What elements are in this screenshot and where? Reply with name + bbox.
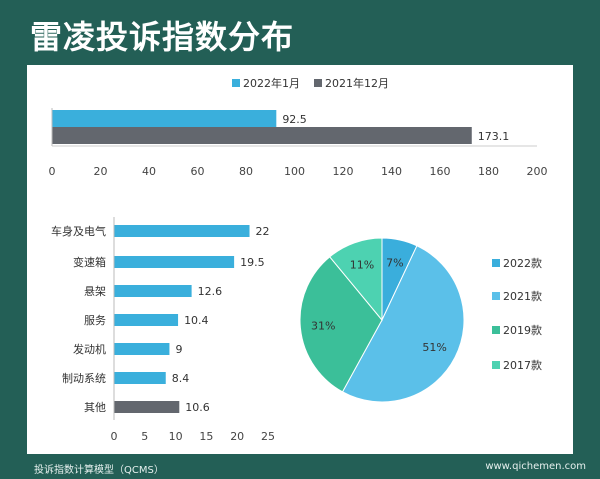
legend-label: 2021年12月 [325,76,389,90]
legend-swatch [492,259,500,267]
tick-label: 0 [111,430,118,443]
bar [114,225,250,237]
chart-panel: 2022年1月 2021年12月 92.5 173.1 0 20 40 60 80 100 120 1… [27,65,573,454]
data-label: 173.1 [478,130,510,143]
category-label: 制动系统 [62,372,106,385]
tick-label: 80 [239,165,253,178]
tick-label: 180 [478,165,499,178]
footer-note: 投诉指数计算模型（QCMS） [34,465,164,476]
data-label: 10.6 [185,401,210,414]
legend-label: 2022款 [503,256,542,270]
bar [114,256,235,268]
legend-swatch [232,79,240,87]
tick-label: 0 [49,165,56,178]
tick-label: 25 [261,430,275,443]
tick-label: 100 [284,165,305,178]
legend-swatch [314,79,322,87]
legend-swatch [492,361,500,369]
data-label: 10.4 [184,314,209,327]
tick-label: 160 [430,165,451,178]
category-label: 变速箱 [73,255,106,269]
bar [114,343,170,355]
pie-slice [299,256,383,393]
data-label: 9 [175,343,182,356]
tick-label: 40 [142,165,156,178]
page-title: 雷凌投诉指数分布 [30,18,295,56]
site-watermark: www.qichemen.com [485,461,586,472]
tick-label: 140 [381,165,402,178]
tick-label: 15 [199,430,213,443]
bar [52,110,277,127]
bar [114,401,180,413]
bar [52,127,472,144]
tick-label: 5 [141,430,148,443]
tick-label: 120 [333,165,354,178]
bar [114,285,192,297]
category-label: 发动机 [73,342,106,356]
pie-data-label: 7% [386,256,403,269]
data-label: 92.5 [282,113,307,126]
bar [114,314,179,326]
pie-data-label: 31% [311,320,335,333]
tick-label: 10 [169,430,183,443]
pie-data-label: 11% [350,258,374,271]
tick-label: 20 [230,430,244,443]
data-label: 12.6 [198,285,223,298]
legend-swatch [492,292,500,300]
legend-label: 2017款 [503,358,542,372]
category-label: 服务 [84,314,106,327]
tick-label: 200 [527,165,548,178]
tick-label: 60 [191,165,205,178]
legend-label: 2021款 [503,289,542,303]
bar [114,372,166,384]
legend-swatch [492,326,500,334]
pie-slice [329,237,383,322]
category-label: 车身及电气 [51,224,106,238]
pie-data-label: 51% [422,341,446,354]
category-label: 悬架 [84,285,106,298]
legend-label: 2022年1月 [243,76,300,90]
tick-label: 20 [94,165,108,178]
pie-slice [341,245,465,403]
legend-label: 2019款 [503,323,542,337]
category-label: 其他 [84,401,106,414]
data-label: 19.5 [240,256,265,269]
data-label: 22 [256,225,270,238]
data-label: 8.4 [172,372,190,385]
